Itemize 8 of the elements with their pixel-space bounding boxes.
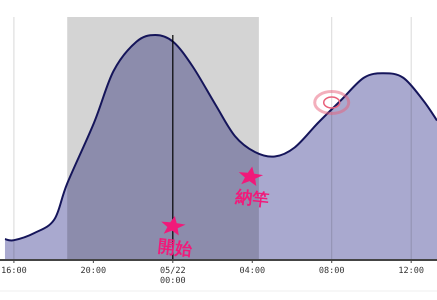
x-tick-label: 08:00: [318, 266, 345, 276]
x-tick-label: 05/22 00:00: [160, 266, 186, 286]
annotation: 納竿: [233, 187, 270, 211]
x-tick-label: 04:00: [239, 266, 266, 276]
x-tick-label: 16:00: [1, 266, 27, 276]
x-tick-label: 12:00: [398, 266, 424, 276]
x-tick-label: 20:00: [80, 266, 106, 276]
annotation: 開始: [156, 236, 194, 260]
